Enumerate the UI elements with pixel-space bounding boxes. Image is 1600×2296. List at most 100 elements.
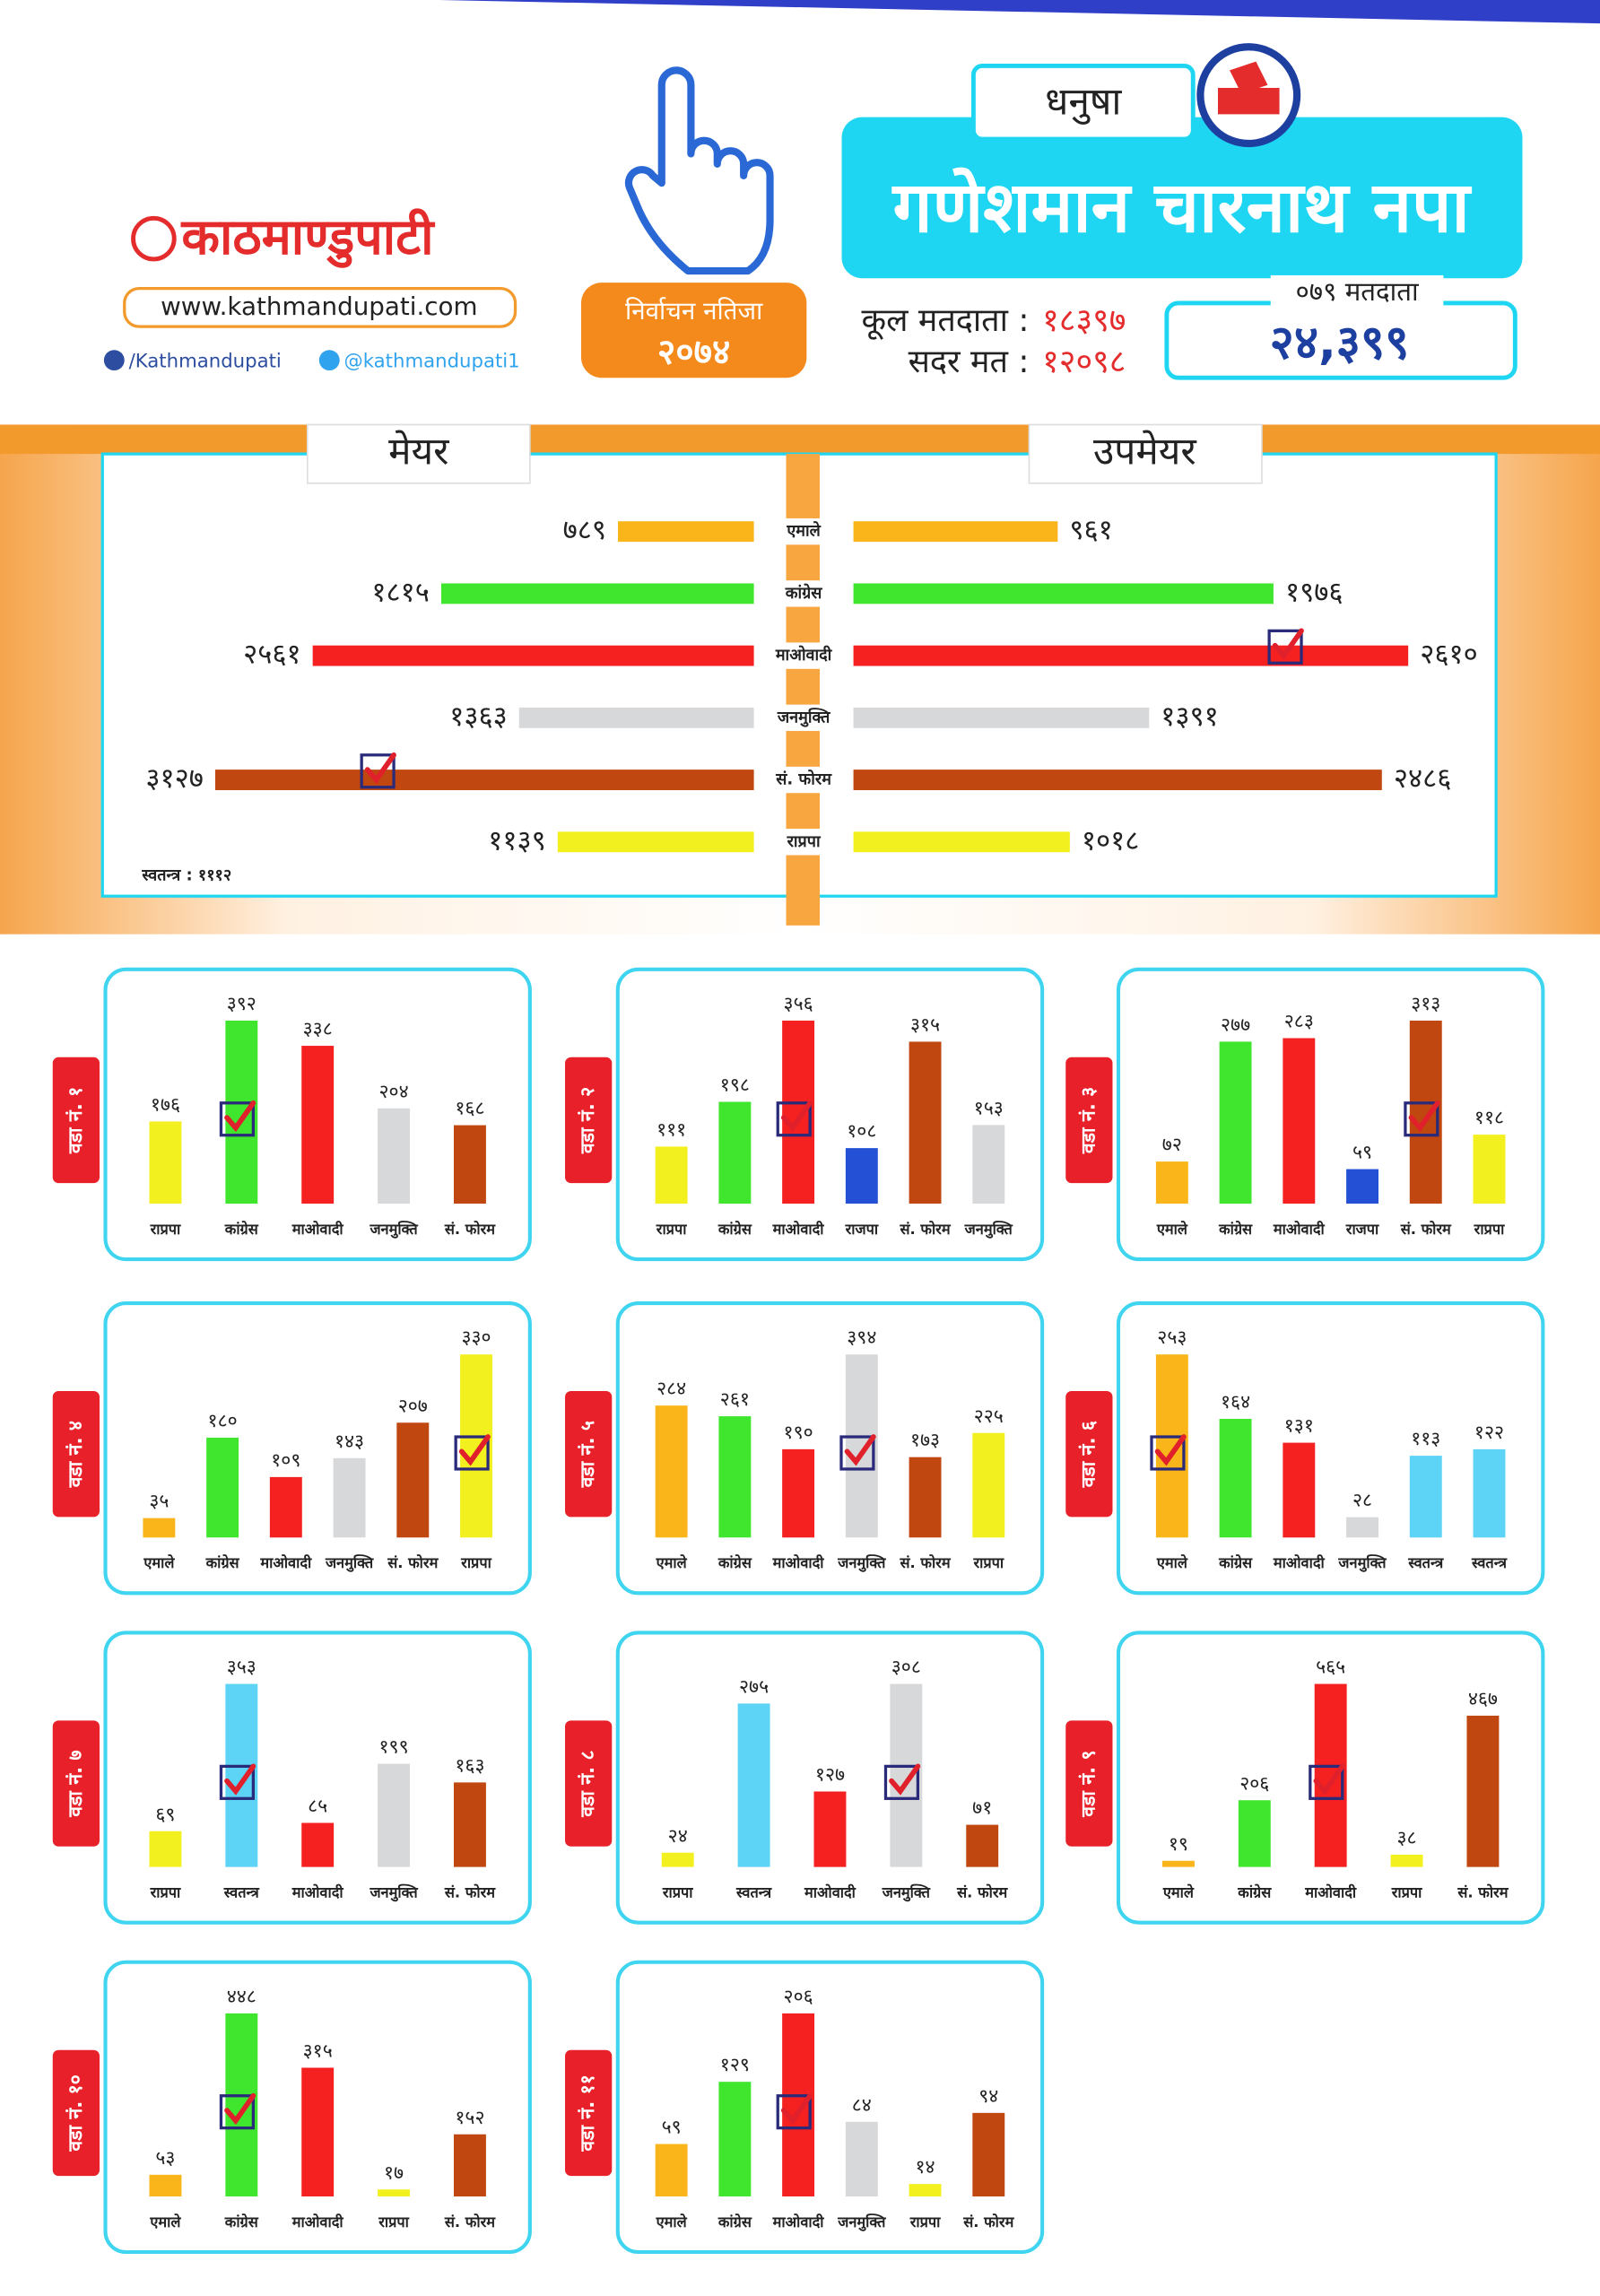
category-label: एमाले bbox=[149, 2213, 181, 2231]
category-label: सं. फोरम bbox=[1457, 1884, 1509, 1901]
category-label: कांग्रेस bbox=[224, 1221, 259, 1238]
category-label: सं. फोरम bbox=[899, 1221, 951, 1238]
category-label: माओवादी bbox=[804, 1884, 857, 1901]
category-label: माओवादी bbox=[291, 1884, 344, 1901]
bar bbox=[782, 1448, 815, 1538]
value-label: १११ bbox=[657, 1118, 686, 1141]
bar bbox=[853, 645, 1409, 666]
category-label: माओवादी bbox=[1273, 1221, 1326, 1238]
winner-check bbox=[224, 1763, 257, 1796]
twitter: @kathmandupati1 bbox=[344, 350, 520, 372]
mayor-title: मेयर bbox=[388, 430, 449, 474]
value-label: ३८ bbox=[1397, 1827, 1417, 1849]
ward-tab bbox=[565, 1720, 613, 1847]
ward-title: वडा नं. ८ bbox=[577, 1750, 599, 1817]
winner-box bbox=[454, 1435, 490, 1471]
ward-card bbox=[103, 1631, 532, 1925]
bar bbox=[737, 1703, 770, 1867]
bar bbox=[1346, 1517, 1378, 1538]
winner-box bbox=[839, 1435, 875, 1471]
winner-check bbox=[780, 1100, 813, 1133]
winner-check bbox=[1272, 628, 1304, 660]
bar bbox=[813, 1791, 847, 1867]
bar bbox=[378, 1108, 411, 1205]
category-label: सं. फोरम bbox=[1400, 1221, 1452, 1238]
ward-title: वडा नं. ४ bbox=[65, 1421, 87, 1488]
voters-079: २४,३९९ bbox=[1270, 316, 1410, 370]
value-label: १५२ bbox=[455, 2107, 484, 2129]
value-label: ९६१ bbox=[1069, 514, 1112, 546]
category-label: जनमुक्ति bbox=[369, 1221, 418, 1239]
bar bbox=[301, 1046, 335, 1205]
category-label: राप्रपा bbox=[972, 1554, 1004, 1571]
ward-card bbox=[615, 1631, 1045, 1925]
category-label: एमाले bbox=[1156, 1221, 1188, 1238]
category-label: सं. फोरम bbox=[962, 2213, 1014, 2231]
value-label: ३३० bbox=[461, 1326, 491, 1349]
ward-tab bbox=[565, 1057, 613, 1184]
category-label: जनमुक्ति bbox=[837, 1554, 886, 1572]
winner-box bbox=[1309, 1764, 1344, 1800]
category-label: एमाले bbox=[143, 1554, 175, 1571]
ward-title: वडा नं. २ bbox=[577, 1087, 599, 1154]
bar bbox=[1346, 1169, 1378, 1205]
category-label: राप्रपा bbox=[460, 1554, 491, 1571]
value-label: ६९ bbox=[155, 1804, 175, 1826]
category-label: माओवादी bbox=[775, 645, 833, 665]
category-box bbox=[762, 517, 845, 545]
value-label: ३५६ bbox=[784, 993, 813, 1015]
website-box bbox=[123, 287, 517, 328]
bar bbox=[333, 1457, 366, 1538]
value-label: २०६ bbox=[784, 1986, 813, 2008]
bar bbox=[378, 2189, 411, 2196]
bar bbox=[845, 2121, 878, 2196]
bar bbox=[853, 831, 1070, 853]
category-label: माओवादी bbox=[259, 1554, 312, 1571]
mayor-tab bbox=[306, 423, 531, 484]
value-label: २७७ bbox=[1221, 1013, 1250, 1036]
bar bbox=[149, 2174, 182, 2196]
bar bbox=[1283, 1038, 1316, 1205]
bar bbox=[909, 1041, 942, 1205]
category-label: एमाले bbox=[1162, 1884, 1195, 1901]
bar bbox=[312, 645, 754, 666]
category-label: जनमुक्ति bbox=[369, 1884, 418, 1902]
category-label: स्वतन्त्र bbox=[735, 1884, 772, 1901]
value-label: ५६५ bbox=[1316, 1657, 1345, 1679]
bar bbox=[618, 521, 754, 543]
value-label: ७८९ bbox=[563, 514, 606, 546]
ward-title: वडा नं. १० bbox=[65, 2074, 87, 2152]
bar bbox=[655, 2144, 688, 2196]
value-label: १५३ bbox=[974, 1097, 1004, 1119]
bar bbox=[718, 2082, 752, 2196]
value-label: १२९ bbox=[720, 2054, 750, 2076]
value-label: १९ bbox=[1169, 1833, 1188, 1856]
category-label: जनमुक्ति bbox=[777, 707, 830, 727]
bar bbox=[718, 1101, 752, 1205]
voters-079-label: ०७९ मतदाता bbox=[1296, 276, 1420, 307]
winner-check bbox=[224, 2092, 257, 2126]
ballot-icon-inner bbox=[1217, 61, 1280, 115]
winner-box bbox=[219, 1101, 256, 1137]
bar bbox=[453, 2134, 486, 2196]
badge-title: निर्वाचन नतिजा bbox=[625, 296, 763, 326]
ward-title: वडा नं. ३ bbox=[1077, 1087, 1100, 1154]
category-label: जनमुक्ति bbox=[964, 1221, 1013, 1239]
ward-tab bbox=[1065, 1391, 1113, 1518]
winner-box bbox=[1404, 1101, 1439, 1137]
value-label: २८ bbox=[1352, 1490, 1372, 1512]
bar bbox=[396, 1422, 430, 1538]
category-label: राप्रपा bbox=[1474, 1221, 1505, 1238]
category-label: सं. फोरम bbox=[444, 2213, 496, 2231]
value-label: २८४ bbox=[657, 1378, 686, 1400]
value-label: ५३ bbox=[155, 2147, 175, 2170]
category-label: एमाले bbox=[1156, 1554, 1188, 1571]
winner-check bbox=[364, 752, 396, 785]
category-label: राप्रपा bbox=[150, 1884, 181, 1901]
ward-tab bbox=[1065, 1720, 1113, 1847]
category-label: कांग्रेस bbox=[205, 1554, 240, 1571]
badge-year: २०७४ bbox=[657, 333, 730, 373]
category-label: कांग्रेस bbox=[717, 1221, 752, 1238]
value-label: ३०८ bbox=[891, 1657, 921, 1679]
